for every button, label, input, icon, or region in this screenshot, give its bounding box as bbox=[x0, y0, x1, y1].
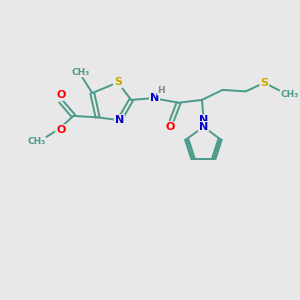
Text: CH₃: CH₃ bbox=[72, 68, 90, 77]
Text: CH₃: CH₃ bbox=[27, 137, 46, 146]
Text: CH₃: CH₃ bbox=[280, 90, 298, 99]
Text: O: O bbox=[56, 90, 65, 100]
Text: S: S bbox=[260, 78, 268, 88]
Text: N: N bbox=[199, 122, 208, 132]
Text: N: N bbox=[150, 94, 159, 103]
Text: S: S bbox=[114, 77, 122, 87]
Text: H: H bbox=[157, 86, 165, 95]
Text: N: N bbox=[199, 116, 208, 125]
Text: O: O bbox=[166, 122, 175, 133]
Text: N: N bbox=[115, 115, 124, 125]
Text: O: O bbox=[56, 125, 65, 135]
